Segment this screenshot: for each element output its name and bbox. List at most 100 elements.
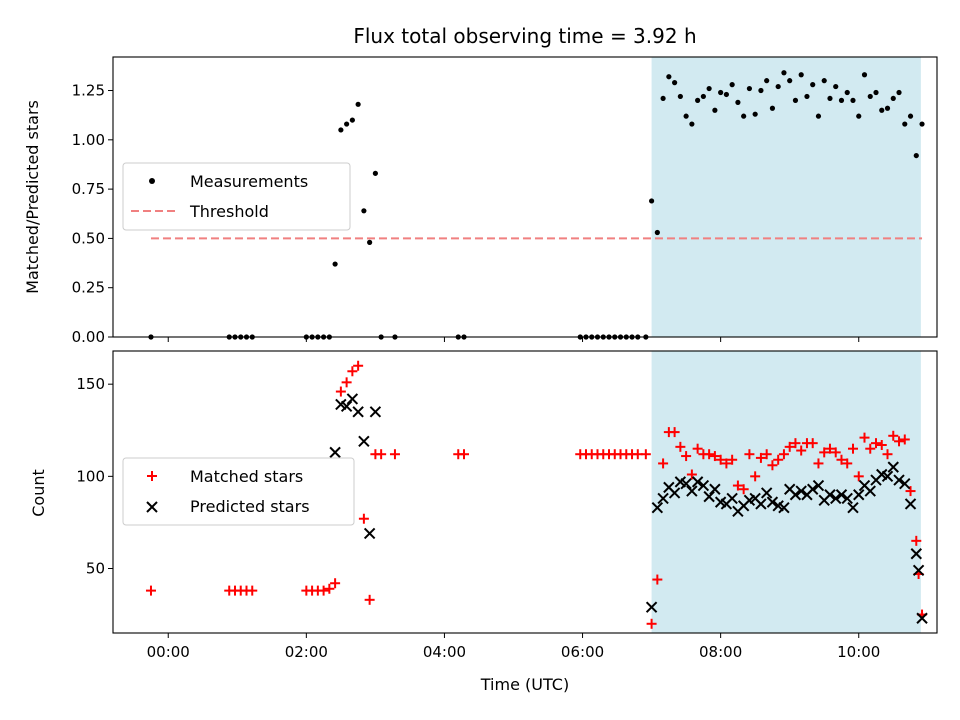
y-tick-label: 0.75 [72,180,105,198]
matched-star-point [376,449,387,460]
matched-star-point [646,618,657,629]
matched-star-point [738,484,749,495]
count-x-ticks: 00:00 02:00 04:00 06:00 08:00 10:00 [147,633,880,661]
matched-star-point [389,449,400,460]
predicted-star-point [835,489,848,501]
measurement-point [856,113,862,119]
predicted-star-point [657,492,669,505]
measurement-point [349,117,355,123]
y-tick-label: 1.00 [72,131,105,149]
measurement-point [902,121,908,127]
measurement-point [833,83,839,90]
matched-star-point [247,585,258,596]
observing-window-band [651,57,921,337]
measurement-point [896,89,902,96]
predicted-star-point [363,527,376,540]
matched-star-point [824,443,835,454]
measurement-point [844,89,850,96]
measurement-point [873,89,879,96]
matched-star-point [681,451,692,462]
matched-star-point [882,449,893,460]
measurement-point [654,229,660,236]
measurement-point [919,121,925,127]
measurement-point [723,91,729,98]
predicted-star-point [795,485,807,497]
measurement-point [700,93,706,100]
matched-star-point [721,458,732,469]
measurement-point [867,93,873,100]
measurement-point [344,121,350,127]
measurement-point [787,78,793,84]
matched-star-point [364,594,375,605]
measurement-point [367,239,373,245]
matched-star-point [778,449,789,460]
matched-star-point [744,449,755,460]
measurement-point [815,113,822,119]
observing-window-shading [651,57,921,337]
predicted-star-point [668,487,681,499]
legend-predicted-label: Predicted stars [190,497,310,516]
measurement-point [781,70,787,76]
matched-star-point [715,454,726,465]
count-panel-frame [112,350,938,634]
measurement-point [821,78,827,84]
predicted-star-point [651,501,664,514]
predicted-star-point [912,564,925,577]
predicted-star-point [830,492,842,505]
predicted-star-point [697,479,710,492]
matched-star-point [692,443,703,454]
matched-star-point [459,449,470,460]
predicted-star-point [691,476,704,488]
predicted-star-point [340,400,353,413]
x-tick-label: 04:00 [423,643,466,661]
matched-star-point [853,471,864,482]
measurement-point [764,78,770,84]
predicted-star-point [899,477,911,490]
measurement-point [689,121,695,127]
matched-star-point [669,427,680,438]
predicted-star-point [904,498,917,510]
predicted-star-point [807,483,819,495]
y-tick-label: 50 [86,559,105,577]
matched-star-point [347,366,358,377]
ratio-legend: Measurements Threshold [122,162,351,231]
count-points [145,360,928,629]
measurement-point [729,82,735,88]
matched-star-point [341,377,352,388]
matched-star-point [727,454,738,465]
predicted-star-point [680,477,692,490]
legend-threshold-label: Threshold [189,202,269,221]
matched-star-point [876,440,887,450]
matched-star-point [819,447,830,458]
matched-star-point [847,443,858,454]
matched-star-point [652,574,663,585]
measurement-point [695,97,701,103]
ratio-x-ticks [167,337,860,342]
predicted-star-point [686,485,698,497]
matched-star-point [658,458,669,469]
y-tick-label: 100 [76,467,105,485]
count-legend-box [122,457,355,526]
ratio-panel: 0.00 0.25 0.50 0.75 1.00 1.25 Flux total obse… [23,24,938,346]
matched-star-point [761,449,772,460]
matched-star-point [773,454,784,465]
measurement-point [332,261,338,267]
predicted-star-point [755,498,767,510]
measurement-point [879,107,885,113]
matched-star-point [767,460,778,471]
y-tick-label: 0.50 [72,229,105,247]
predicted-star-point [645,601,658,613]
matched-star-point [842,458,853,469]
predicted-star-point [910,548,922,560]
measurement-point [758,87,764,94]
matched-star-point [899,434,910,445]
measurement-point [913,152,919,159]
measurement-point [666,74,672,80]
matched-star-point [709,451,720,462]
matched-star-point [675,441,686,452]
measurement-point [798,72,804,78]
matched-star-point [640,449,651,460]
measurement-point [355,101,361,107]
measurement-point [804,93,810,100]
